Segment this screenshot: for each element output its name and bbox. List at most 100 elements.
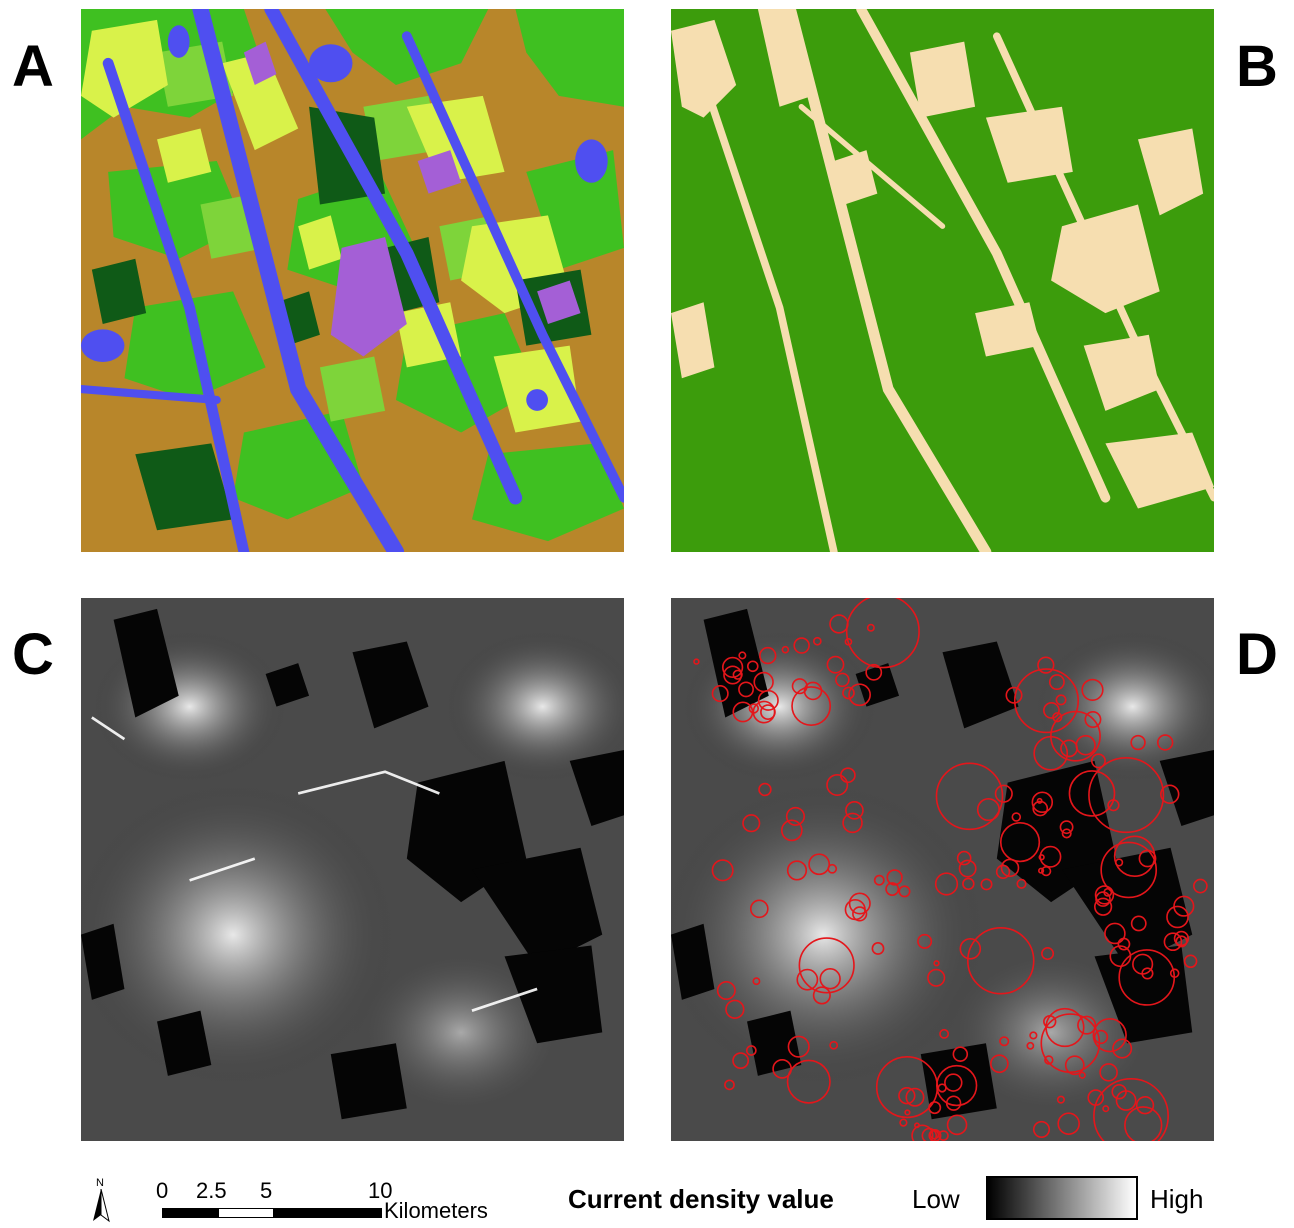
node-circle [785, 806, 806, 826]
scale-bar-segments [162, 1208, 382, 1218]
node-circle [1068, 770, 1116, 817]
node-circle [780, 819, 803, 842]
current-density-map [81, 598, 624, 1141]
node-circle [956, 850, 972, 866]
node-circle [1109, 945, 1132, 968]
node-circle [752, 977, 761, 986]
node-circle [1032, 800, 1049, 817]
node-circle [1055, 694, 1067, 706]
node-circle [958, 859, 977, 878]
node-circle [1075, 735, 1096, 756]
node-circle [786, 860, 808, 881]
node-circle [812, 986, 831, 1005]
node-circle [1064, 1055, 1085, 1076]
node-circle [959, 937, 982, 960]
node-circle [781, 645, 790, 654]
node-circle [1093, 1029, 1109, 1045]
node-circle [1061, 828, 1072, 839]
node-circle [1084, 711, 1102, 728]
node-circle [1041, 947, 1055, 961]
node-circle [1011, 812, 1022, 822]
node-circle [826, 655, 845, 674]
scale-tick-10: 10 [368, 1178, 393, 1203]
node-circle [812, 636, 822, 646]
scale-bar: 0 2.5 5 10 Kilometers [150, 1178, 520, 1224]
node-circle [1056, 1095, 1066, 1104]
node-circle [819, 968, 841, 990]
node-circle [934, 872, 959, 896]
node-circle [1093, 1078, 1169, 1141]
node-circle [1192, 878, 1208, 894]
legend-title: Current density value [568, 1184, 834, 1214]
map-panel-a [81, 9, 624, 552]
node-circle [962, 877, 975, 891]
node-circle [904, 1109, 911, 1116]
legend: Current density value Low High [568, 1176, 1288, 1224]
node-circle [753, 671, 774, 693]
node-circle [711, 859, 734, 882]
legend-low-label: Low [912, 1184, 960, 1214]
node-circle [791, 678, 808, 695]
node-circle [927, 968, 946, 987]
node-circle [1078, 1071, 1086, 1079]
node-circle [999, 1036, 1010, 1047]
node-circle [758, 782, 772, 797]
node-circle [732, 1052, 750, 1070]
node-circle [746, 660, 759, 673]
node-circle [1032, 1120, 1051, 1139]
node-circle [1090, 753, 1106, 769]
node-circle [1013, 668, 1080, 734]
node-circle [1124, 1106, 1163, 1141]
node-circle [995, 864, 1011, 880]
node-circle [871, 942, 885, 955]
node-circle [842, 686, 855, 700]
node-circle [793, 637, 810, 654]
node-circle [808, 853, 831, 876]
panel-label-d: D [1236, 622, 1278, 687]
node-circle [865, 663, 883, 681]
node-circle [732, 669, 743, 680]
north-arrow-icon [93, 1189, 110, 1223]
node-circle [724, 1079, 735, 1091]
node-circle [905, 1087, 925, 1107]
node-circle [898, 1087, 916, 1105]
node-circle [721, 656, 744, 679]
node-circle [1156, 734, 1174, 751]
node-circle [827, 863, 838, 874]
node-circle [1026, 1041, 1035, 1050]
node-circle [835, 672, 850, 688]
node-circle [1038, 854, 1045, 861]
node-circle [1037, 656, 1055, 674]
node-circle [1169, 968, 1180, 978]
node-circle [899, 1118, 908, 1127]
node-circle [1130, 734, 1146, 751]
node-circle [875, 1055, 939, 1119]
node-circle [976, 798, 1001, 822]
map-panel-b [671, 9, 1214, 552]
node-circle [1031, 791, 1054, 814]
node-circle [1039, 845, 1062, 868]
node-circle [999, 822, 1041, 863]
node-circle [772, 1058, 793, 1079]
node-circle [886, 869, 903, 886]
node-circle [738, 681, 754, 698]
node-circle [928, 1101, 942, 1115]
node-circle [1093, 897, 1113, 916]
node-circle [1050, 710, 1101, 762]
map-panel-c [81, 598, 624, 1141]
node-circle [966, 927, 1035, 995]
node-circle [911, 1124, 934, 1141]
scale-unit: Kilometers [384, 1198, 488, 1223]
node-circle [1135, 1096, 1155, 1115]
node-circle [980, 878, 993, 891]
node-circle [848, 892, 871, 915]
node-circle [952, 1046, 969, 1062]
scale-tick-2-5: 2.5 [196, 1178, 227, 1203]
habitat-map [671, 9, 1214, 552]
node-circle [748, 703, 760, 714]
node-circle [1173, 895, 1195, 917]
panel-label-a: A [12, 34, 54, 99]
current-density-circles-map [671, 598, 1214, 1141]
node-circle [852, 906, 868, 922]
node-circle [798, 937, 855, 994]
